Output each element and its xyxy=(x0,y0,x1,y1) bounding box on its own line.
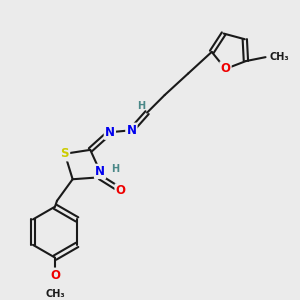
Text: H: H xyxy=(137,101,145,111)
Text: O: O xyxy=(50,269,60,282)
Text: O: O xyxy=(220,62,230,75)
Text: H: H xyxy=(111,164,119,175)
Text: O: O xyxy=(116,184,126,197)
Text: CH₃: CH₃ xyxy=(45,289,65,299)
Text: S: S xyxy=(61,147,69,160)
Text: N: N xyxy=(95,165,105,178)
Text: CH₃: CH₃ xyxy=(269,52,289,62)
Text: N: N xyxy=(105,126,115,139)
Text: N: N xyxy=(126,124,136,137)
